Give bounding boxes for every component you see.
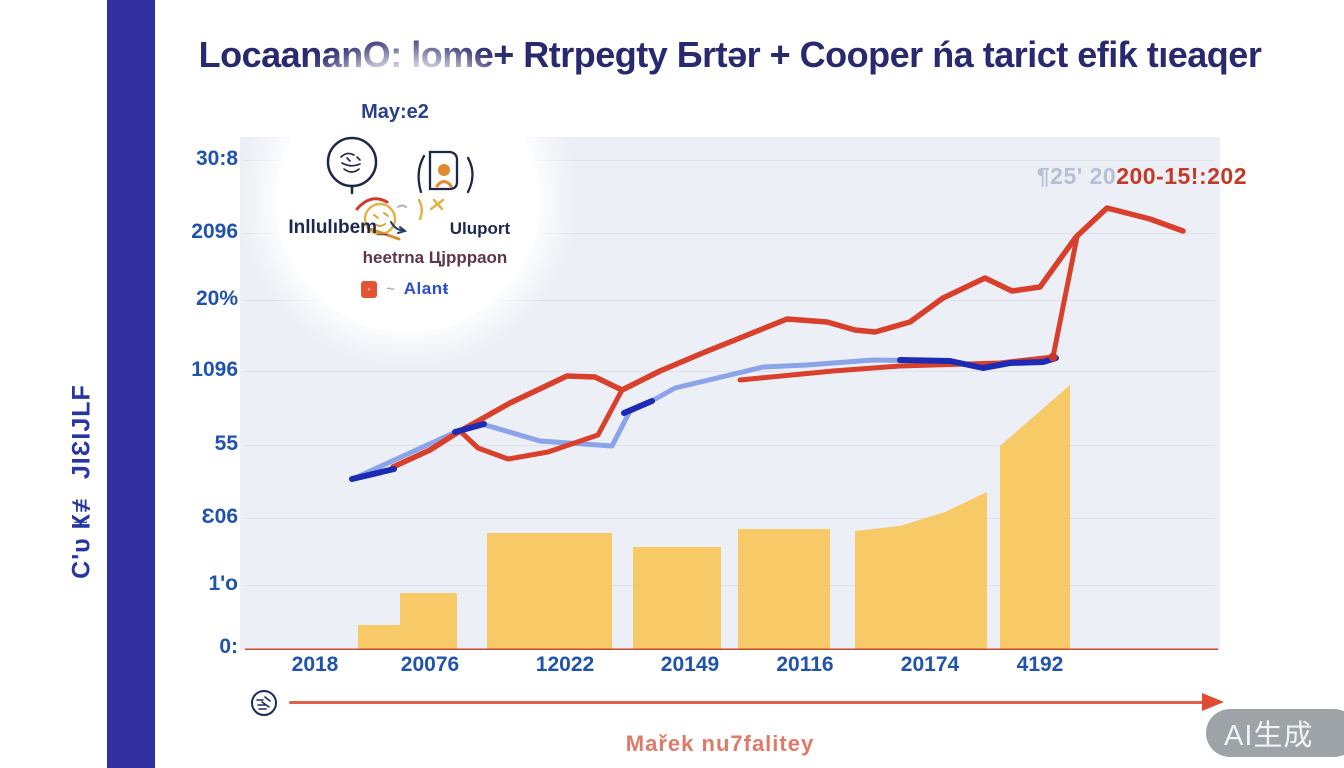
navy-line-segment — [897, 355, 1059, 371]
red-node-dot — [1048, 352, 1058, 362]
x-tick-label: 20076 — [400, 653, 460, 676]
legend-item-bottom: heetrna Цjpppaon — [362, 248, 508, 267]
legend-item-left: Inllulıbem_ — [288, 217, 388, 238]
navy-line-segment — [349, 466, 397, 482]
left-accent-stripe — [107, 0, 155, 768]
x-tick-label: 20174 — [900, 653, 960, 676]
bar-series-polygon — [358, 593, 457, 649]
legend-heading: May:e2 — [361, 101, 429, 123]
bar-series-polygon — [855, 492, 987, 649]
x-tick-label: 4192 — [1016, 653, 1064, 676]
y-tick-label: 20% — [195, 287, 238, 310]
globe-icon — [251, 690, 277, 716]
timeline-arrow-line — [289, 701, 1204, 704]
y-tick-label: 2096 — [191, 220, 238, 243]
navy-line-segment — [621, 398, 655, 416]
gridline — [245, 300, 1215, 301]
gridline — [245, 160, 1215, 161]
red-line-main-path — [390, 205, 1186, 470]
bar-series-polygon — [487, 533, 612, 649]
y-tick-label: 1'o — [208, 572, 238, 595]
x-tick-label: 20149 — [660, 653, 720, 676]
period-red-text: 200-15!:202 — [1116, 163, 1247, 189]
ai-watermark-badge: AI生成 — [1206, 709, 1344, 757]
doodle-sketch-icons — [355, 197, 445, 241]
x-axis-title: Mařek nu7falitey — [625, 731, 815, 756]
legend-series-row: ◦ ~ Alanŧ — [361, 279, 449, 299]
legend-tilde-mark: ~ — [386, 280, 395, 298]
y-axis-vertical-label: C'υ Ҝ≢ JIƐIJLF — [67, 384, 96, 579]
person-circle-icon — [326, 136, 378, 195]
gridline — [245, 371, 1215, 372]
bar-series-polygon — [1000, 385, 1070, 649]
gridline — [245, 585, 1215, 586]
document-icon — [417, 150, 474, 194]
page-title: LocaananO: lome+ Rtrpegty Бrtər + Cooper… — [198, 34, 1262, 75]
legend-halo-circle — [276, 68, 540, 332]
x-tick-label: 20116 — [776, 653, 834, 676]
gridline — [245, 518, 1215, 519]
chart-canvas — [245, 205, 1218, 650]
legend-item-right: Uluport — [449, 219, 511, 238]
x-tick-label: 2018 — [291, 653, 339, 676]
ai-watermark-text: AI生成 — [1224, 720, 1314, 752]
legend-doodles — [326, 136, 474, 241]
bar-series-polygon — [633, 547, 721, 649]
x-tick-label: 12022 — [535, 653, 595, 676]
red-line-loop-path — [457, 387, 625, 462]
y-tick-label: 30:8 — [195, 147, 238, 170]
y-tick-label: Ɛ06 — [201, 505, 238, 528]
y-tick-label: 1096 — [191, 358, 238, 381]
red-line-lower-path — [737, 234, 1080, 383]
period-gray-text: ¶25' 20 — [1036, 163, 1117, 189]
y-tick-label: 0: — [219, 635, 238, 658]
legend-swatch-icon: ◦ — [361, 280, 377, 298]
navy-line-segment — [452, 421, 487, 435]
y-tick-label: 55 — [214, 432, 238, 455]
bar-series-polygon — [738, 529, 830, 649]
gridline — [245, 233, 1215, 234]
timeline-arrowhead-icon — [1202, 693, 1224, 711]
legend-series-label: Alanŧ — [403, 279, 449, 298]
blue-line-path — [352, 355, 1059, 481]
period-legend: ¶25' 20200-15!:202 — [890, 163, 1247, 190]
gridline — [245, 445, 1215, 446]
